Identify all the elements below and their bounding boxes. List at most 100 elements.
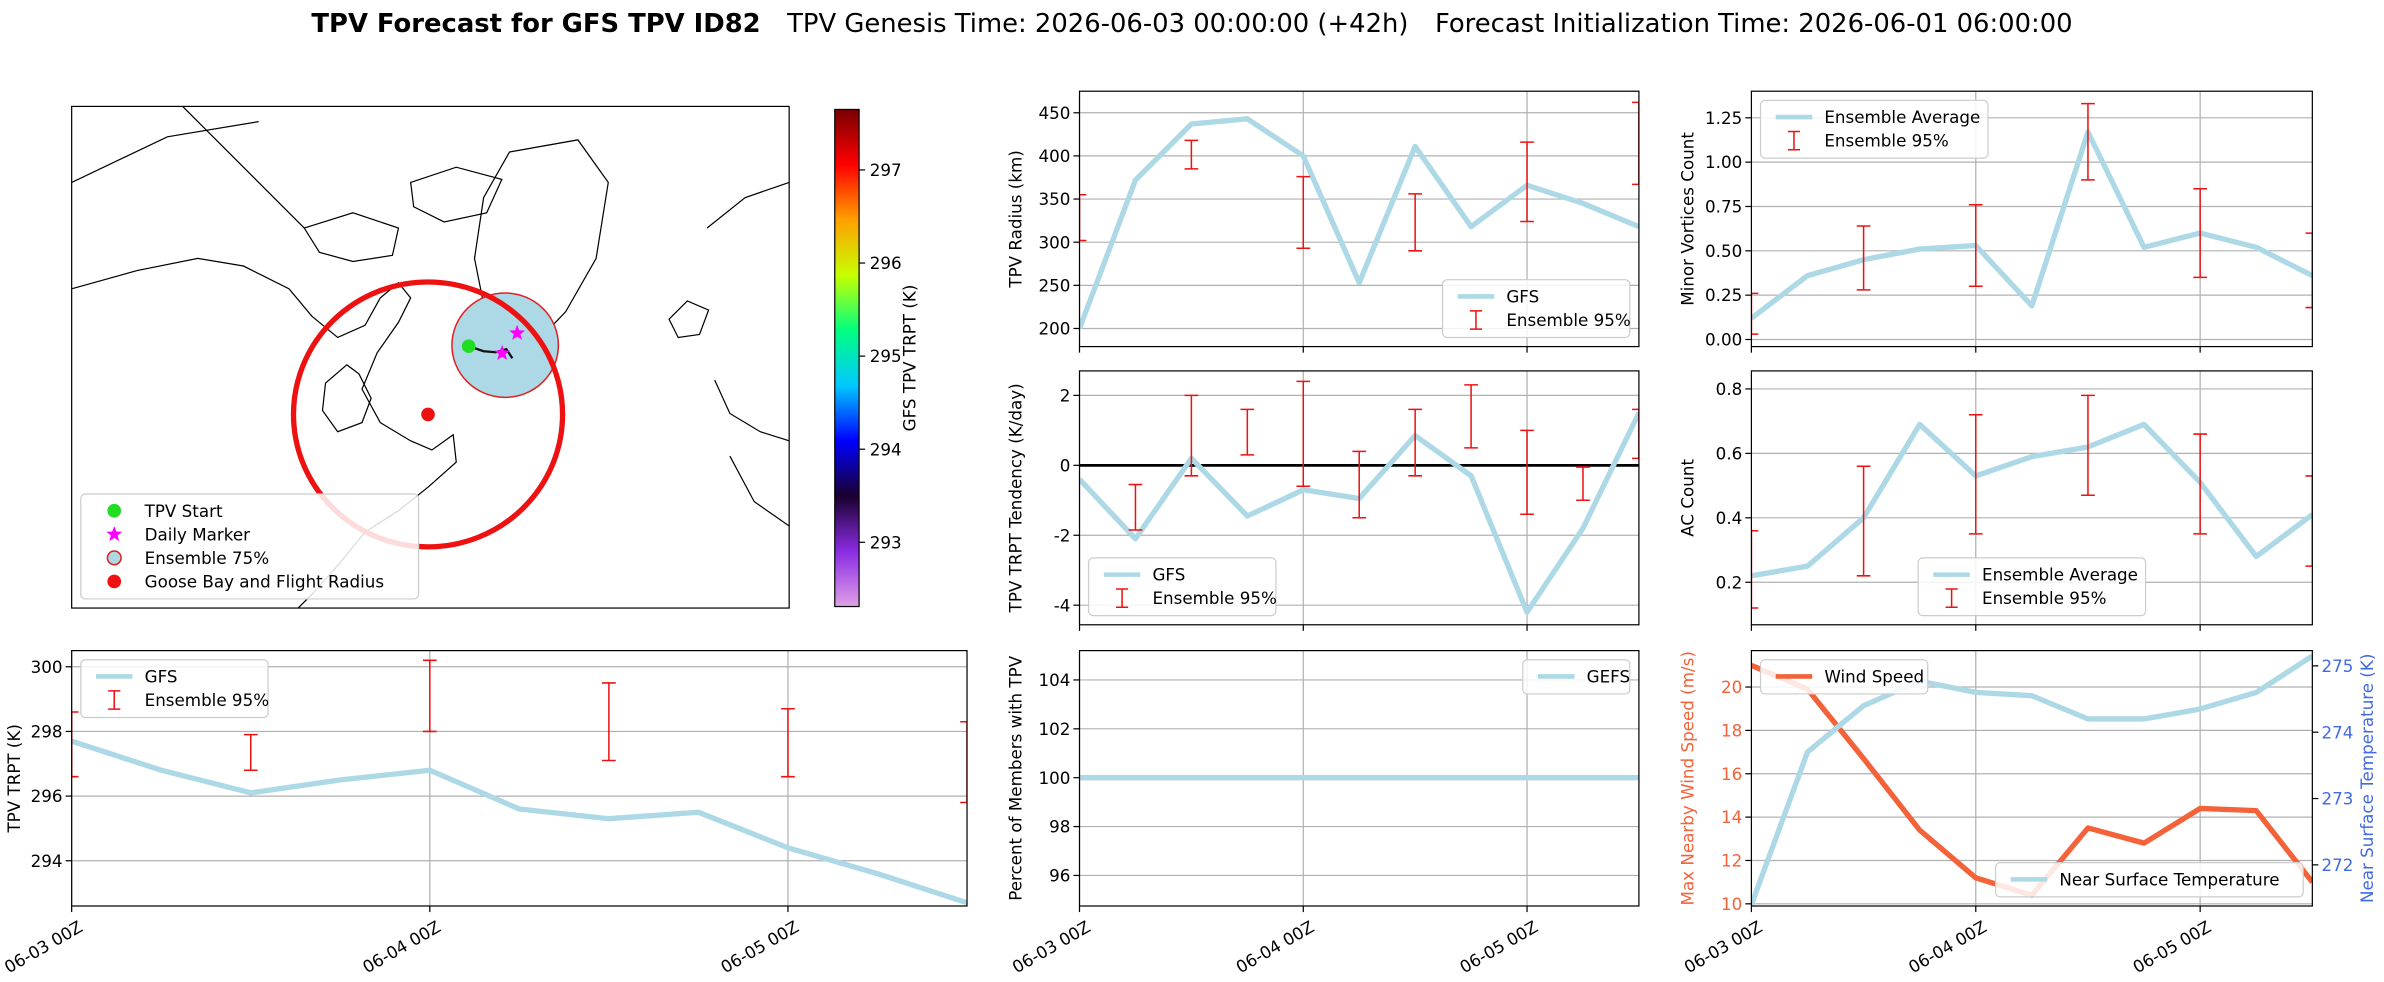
error-bar [2081, 102, 2095, 181]
legend-label: Ensemble 95% [1506, 310, 1630, 330]
error-bar [1751, 529, 1759, 609]
title-bold: TPV Forecast for GFS TPV ID82 [311, 9, 760, 39]
y-axis-label: Max Nearby Wind Speed (m/s) [1678, 651, 1698, 905]
legend-box [80, 493, 420, 600]
legend-box [1088, 557, 1277, 617]
x-tick-label: 06-04 00Z [1905, 916, 1990, 977]
legend-label: Ensemble 95% [145, 690, 269, 710]
error-bar [422, 659, 437, 733]
y-tick-label: 0.4 [1716, 508, 1743, 528]
legend-label: TPV Start [144, 501, 223, 521]
y-tick-label: -4 [1054, 595, 1071, 615]
legend-label: Ensemble Average [1982, 565, 2138, 585]
axes-frame [1078, 370, 1640, 626]
legend: GEFS [1522, 659, 1631, 695]
axes-frame [1750, 370, 2313, 626]
colorbar-tick-label: 296 [870, 253, 902, 273]
axes-frame [71, 650, 968, 907]
y2-tick-label: 274 [2321, 722, 2353, 742]
error-bar [781, 708, 795, 778]
colorbar-label: GFS TPV TRPT (K) [899, 285, 919, 432]
legend-swatch [107, 503, 122, 518]
y-tick-label: 2 [1060, 385, 1071, 405]
legend-label: Goose Bay and Flight Radius [145, 572, 384, 592]
y-tick-label: 0.25 [1705, 285, 1742, 305]
axes-frame [1750, 90, 2313, 348]
axes-frame [1750, 650, 2313, 907]
y-tick-label: 296 [31, 786, 63, 806]
daily-marker [494, 344, 511, 360]
legend-label: GFS [1506, 287, 1539, 307]
y-axis-label: TPV Radius (km) [1006, 150, 1026, 288]
error-bar [71, 711, 79, 778]
error-bar [2305, 475, 2313, 567]
legend-swatch [1945, 588, 1958, 609]
ensemble-region [451, 292, 560, 399]
plot-area [1751, 91, 2313, 347]
legend-swatch [1787, 130, 1801, 151]
legend-label: GFS [145, 667, 178, 687]
legend-box [1522, 659, 1631, 695]
error-bar [1240, 408, 1255, 456]
x-tick-label: 06-05 00Z [1456, 916, 1541, 977]
error-bar [1576, 466, 1590, 502]
y-tick-label: 16 [1721, 764, 1742, 784]
series-line [71, 738, 968, 906]
error-bar [1408, 193, 1422, 252]
legend-label: GEFS [1587, 667, 1630, 687]
series-line [1079, 116, 1639, 330]
colorbar-tick-label: 294 [870, 439, 902, 459]
y-tick-label: 0.00 [1705, 330, 1742, 350]
title-init: Forecast Initialization Time: 2026-06-01… [1435, 9, 2073, 39]
y-tick-label: 96 [1049, 866, 1070, 886]
error-bar [1296, 175, 1311, 249]
error-bar [1632, 408, 1639, 460]
legend: GFS Ensemble 95% [1441, 279, 1631, 339]
colorbar-tick-label: 293 [870, 532, 902, 552]
legend-label: Ensemble 95% [1982, 588, 2106, 608]
legend-swatch [108, 690, 121, 710]
error-bar [243, 733, 258, 771]
y-tick-label: 102 [1038, 719, 1070, 739]
y-tick-label: 400 [1038, 146, 1070, 166]
x-tick-label: 06-04 00Z [1232, 916, 1317, 977]
legend-label: Ensemble 95% [1824, 131, 1948, 151]
y-tick-label: 450 [1038, 103, 1070, 123]
error-bar [1352, 450, 1367, 519]
legend-label: Ensemble 75% [145, 548, 269, 568]
y-tick-label: -2 [1054, 525, 1071, 545]
y-tick-label: 0 [1060, 455, 1071, 475]
error-bar [960, 720, 968, 804]
y-tick-label: 18 [1721, 720, 1742, 740]
y2-axis-label: Near Surface Temperature (K) [2357, 654, 2377, 903]
y2-tick-label: 275 [2321, 656, 2353, 676]
x-tick-label: 06-05 00Z [717, 916, 802, 977]
flight-radius [290, 279, 566, 550]
y-tick-label: 104 [1038, 670, 1070, 690]
y-tick-label: 1.25 [1705, 108, 1742, 128]
legend: Ensemble Average Ensemble 95% [1759, 99, 1989, 159]
error-bar [1296, 380, 1311, 488]
legend-swatch [107, 574, 122, 589]
y-axis-label: AC Count [1678, 459, 1698, 537]
y2-tick-label: 272 [2321, 855, 2353, 875]
legend-swatch [106, 550, 122, 566]
y-tick-label: 300 [31, 657, 63, 677]
plot-area [1079, 650, 1639, 906]
figure-title: TPV Forecast for GFS TPV ID82 TPV Genesi… [311, 9, 2072, 39]
legend-label: Wind Speed [1824, 667, 1924, 687]
y-axis-label: TPV TRPT Tendency (K/day) [1006, 383, 1026, 613]
legend: GFS Ensemble 95% [80, 659, 269, 719]
y-axis-label: TPV TRPT (K) [4, 724, 24, 834]
error-bar [1520, 429, 1534, 516]
y-tick-label: 350 [1038, 189, 1070, 209]
error-bar [2081, 394, 2095, 497]
legend-label: Ensemble Average [1824, 107, 1980, 127]
colorbar-tick-label: 297 [870, 160, 902, 180]
map-frame [71, 105, 790, 609]
y-tick-label: 298 [31, 722, 63, 742]
legend-label: Daily Marker [145, 524, 251, 544]
y-tick-label: 98 [1049, 817, 1070, 837]
legend-box [1759, 659, 1929, 695]
